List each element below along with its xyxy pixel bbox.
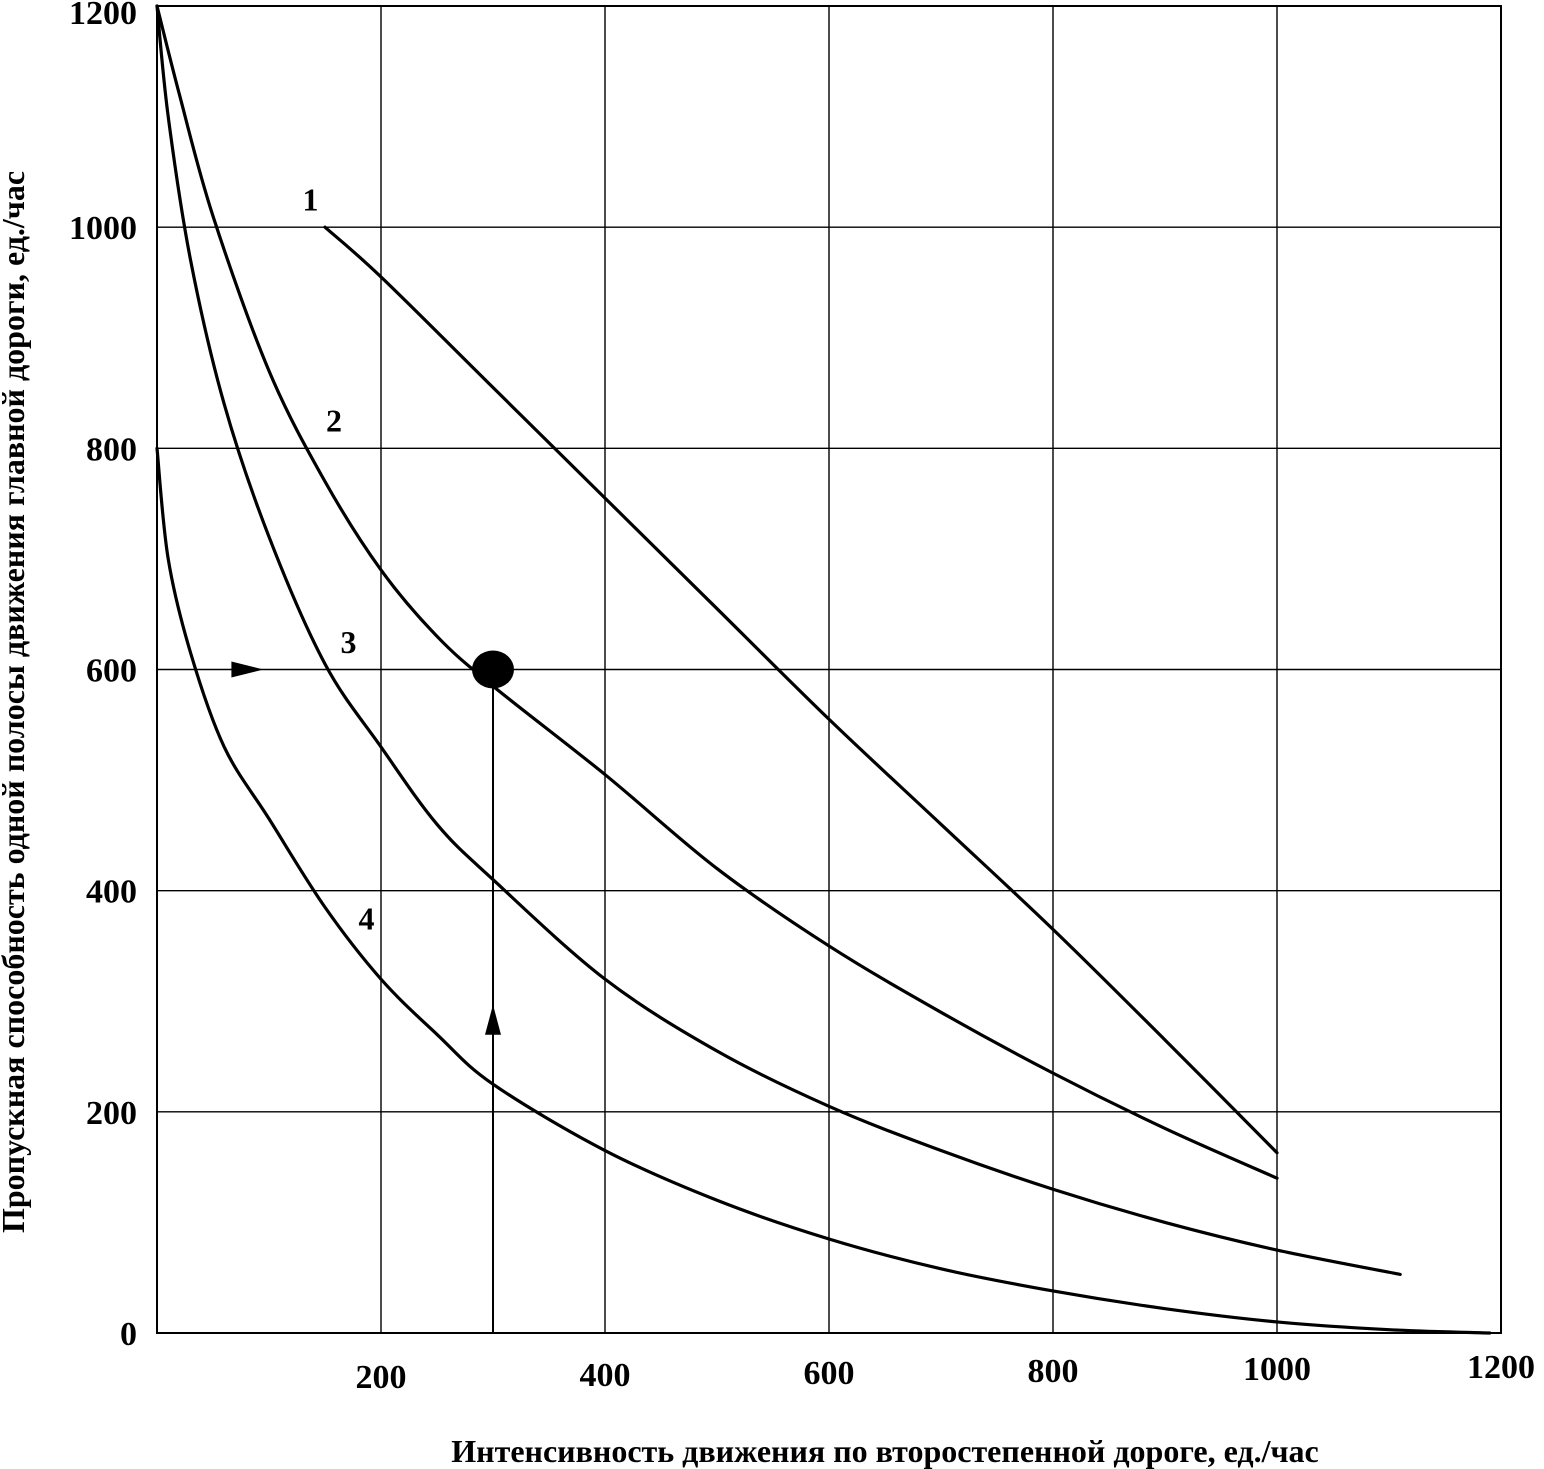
y-tick-label: 400: [86, 874, 137, 911]
y-axis-title: Пропускная способность одной полосы движ…: [0, 171, 31, 1233]
y-tick-label: 1200: [69, 0, 137, 32]
right-arrow: [231, 661, 264, 678]
y-tick-label: 200: [86, 1095, 137, 1132]
x-tick-label: 200: [356, 1359, 407, 1396]
curve-label-4: 4: [358, 900, 374, 936]
series-line-2: [155, 4, 1279, 1180]
series-line-1: [323, 225, 1279, 1155]
x-tick-label: 1200: [1467, 1349, 1535, 1386]
x-axis-title: Интенсивность движения по второстепенной…: [451, 1433, 1318, 1469]
plot-frame: [156, 5, 1502, 1334]
annotations: [231, 650, 514, 1333]
x-tick-label: 1000: [1243, 1351, 1311, 1388]
curve-label-1: 1: [302, 182, 318, 218]
tick-labels: 200 400 600 800 1000 1200 0 200 400 600 800 1000 120…: [69, 0, 1535, 1396]
curve-labels: 1 2 3 4: [302, 182, 374, 937]
curve-label-2: 2: [326, 403, 342, 439]
intersection-point: [472, 650, 514, 689]
x-tick-label: 800: [1028, 1353, 1079, 1390]
y-tick-label: 800: [86, 431, 137, 468]
grid-lines: [157, 6, 1501, 1333]
series-line-4: [155, 446, 1492, 1335]
y-tick-label: 0: [120, 1316, 137, 1353]
y-tick-label: 600: [86, 653, 137, 690]
up-arrow: [485, 1004, 501, 1035]
x-tick-label: 600: [804, 1355, 855, 1392]
y-tick-label: 1000: [69, 210, 137, 247]
curve-label-3: 3: [341, 624, 357, 660]
x-tick-label: 400: [580, 1357, 631, 1394]
